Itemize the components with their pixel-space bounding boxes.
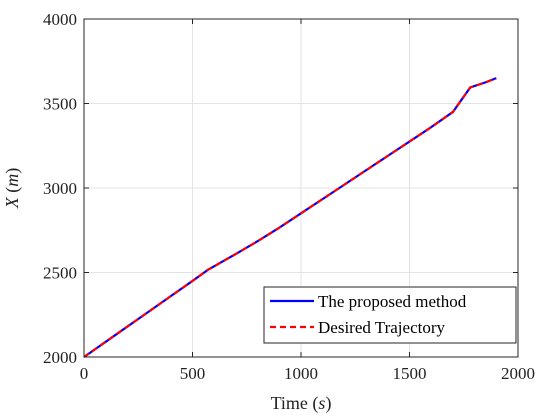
legend-box — [263, 286, 517, 344]
series-line-desired-trajectory — [83, 77, 497, 358]
y-tick-label: 3500 — [43, 95, 77, 114]
axis-ticks: 0 500 1000 1500 2000 2000 2500 3000 3500 4000 — [43, 10, 535, 383]
legend: The proposed method Desired Trajectory — [263, 286, 517, 344]
x-axis-label-unit: s — [318, 393, 325, 413]
series-group — [83, 77, 497, 358]
x-tick-label: 1000 — [284, 364, 318, 383]
x-tick-label: 500 — [180, 364, 206, 383]
x-tick-label: 2000 — [501, 364, 535, 383]
y-tick-label: 3000 — [43, 179, 77, 198]
legend-label-proposed: The proposed method — [318, 292, 467, 311]
x-tick-label: 0 — [80, 364, 89, 383]
y-tick-label: 2000 — [43, 348, 77, 367]
y-axis-label-unit: m — [2, 174, 22, 187]
x-axis-label: Time (s) — [271, 393, 332, 414]
y-tick-label: 4000 — [43, 10, 77, 29]
y-axis-label: X (m) — [2, 168, 23, 210]
x-tick-label: 1500 — [393, 364, 427, 383]
y-axis-label-text: X — [2, 196, 22, 209]
legend-label-desired: Desired Trajectory — [318, 318, 446, 337]
x-axis-label-text: Time — [271, 393, 308, 413]
y-tick-label: 2500 — [43, 264, 77, 283]
